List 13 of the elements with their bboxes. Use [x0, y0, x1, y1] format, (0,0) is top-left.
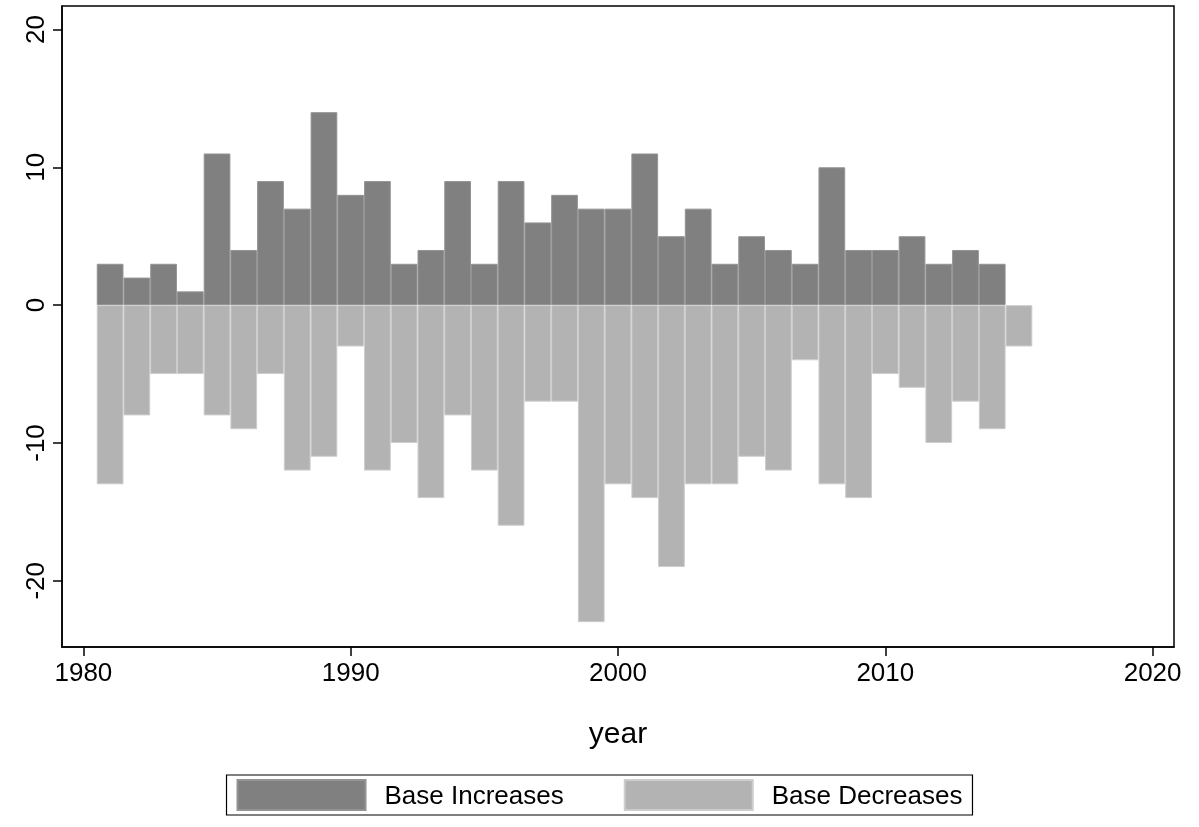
y-tick-label: 10 [20, 152, 50, 182]
y-tick-label: -10 [20, 424, 50, 462]
x-tick-label: 2020 [1123, 657, 1182, 687]
y-tick-label: 0 [20, 297, 50, 313]
y-tick-label: -20 [20, 562, 50, 600]
x-tick-label: 1980 [54, 657, 113, 687]
y-tick-label: 20 [20, 14, 50, 44]
legend-label: Base Increases [384, 780, 564, 810]
x-tick-label: 2010 [856, 657, 915, 687]
x-tick-label: 2000 [589, 657, 647, 687]
x-axis-title: year [588, 715, 648, 749]
legend-label: Base Decreases [771, 780, 963, 810]
x-tick-label: 1990 [321, 657, 380, 687]
